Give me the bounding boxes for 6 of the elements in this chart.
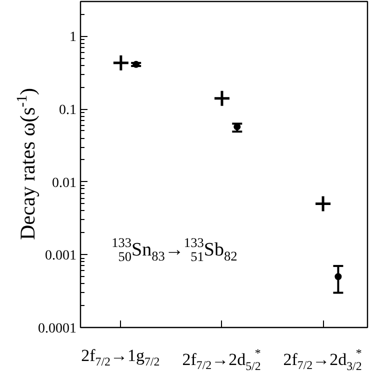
y-tick-label: 1 <box>70 30 76 46</box>
x-tick-label: 2f$_{7/2}$→1g$_{7/2}$ <box>81 346 160 368</box>
y-tick-label: 0.01 <box>52 176 76 191</box>
y-tick-label: 0.1 <box>59 103 76 118</box>
y-tick-label: 0.001 <box>45 248 76 264</box>
y-tick-label: 0.0001 <box>38 322 76 336</box>
